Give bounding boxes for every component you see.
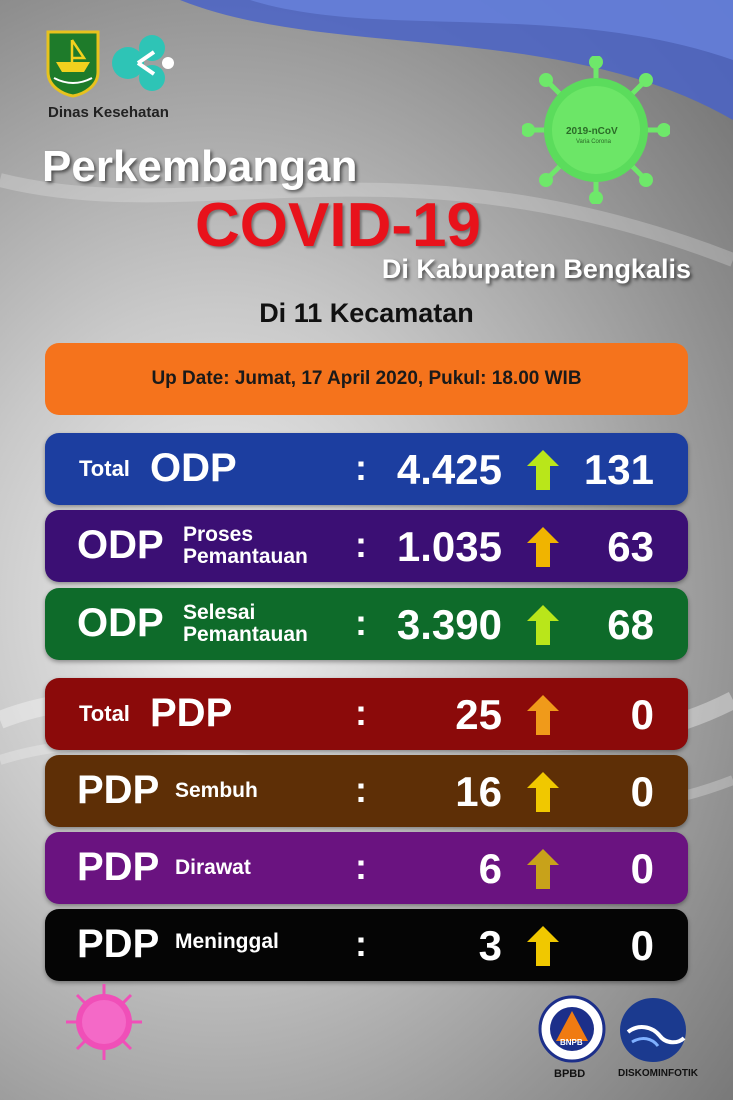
virus-green-sublabel: Varia Corona [576, 139, 611, 145]
row-label: ODP [150, 446, 237, 490]
row-prefix: Total [79, 456, 130, 481]
row-prefix: Total [79, 701, 130, 726]
row-delta: 68 [607, 601, 654, 648]
stat-row-pdp-dirawat: PDP Dirawat : 6 0 [45, 832, 688, 904]
row-label: ODP [77, 523, 164, 567]
row-sub1: Selesai [183, 601, 256, 624]
row-colon: : [355, 524, 367, 565]
row-label: PDP [77, 768, 160, 812]
up-arrow-icon [527, 926, 559, 966]
bnpb-logo-icon [538, 995, 606, 1063]
up-arrow-icon [527, 450, 559, 490]
stat-row-pdp-meninggal: PDP Meninggal : 3 0 [45, 909, 688, 981]
row-value: 16 [455, 768, 502, 815]
up-arrow-icon [527, 527, 559, 567]
row-label: ODP [77, 601, 164, 645]
row-delta: 0 [630, 845, 654, 892]
row-delta: 131 [583, 446, 654, 493]
row-delta: 0 [630, 768, 654, 815]
title-line1: Perkembangan [42, 142, 358, 191]
row-sub2: Pemantauan [183, 623, 308, 646]
row-delta: 63 [607, 523, 654, 570]
row-value: 3.390 [396, 601, 502, 648]
agency-label: Dinas Kesehatan [48, 104, 169, 121]
row-value: 3 [478, 922, 502, 969]
stat-row-total-odp: Total ODP : 4.425 131 [45, 433, 688, 505]
row-sub1: Sembuh [175, 779, 258, 802]
update-text: Up Date: Jumat, 17 April 2020, Pukul: 18… [151, 368, 582, 389]
kominfo-logo-icon [620, 998, 686, 1062]
row-value: 25 [455, 691, 502, 738]
row-colon: : [355, 923, 367, 964]
row-label: PDP [77, 922, 160, 966]
row-colon: : [355, 846, 367, 887]
row-value: 6 [478, 845, 502, 892]
stat-row-odp-proses: ODP Proses Pemantauan : 1.035 63 [45, 510, 688, 582]
subtitle-kecamatan: Di 11 Kecamatan [259, 298, 474, 328]
stat-row-odp-selesai: ODP Selesai Pemantauan : 3.390 68 [45, 588, 688, 660]
virus-green-label: 2019-nCoV [566, 126, 618, 137]
stat-row-total-pdp: Total PDP : 25 0 [45, 678, 688, 750]
stat-row-pdp-sembuh: PDP Sembuh : 16 0 [45, 755, 688, 827]
kominfo-label: DISKOMINFOTIK [618, 1068, 698, 1079]
title-covid: COVID-19 [195, 191, 481, 260]
row-sub1: Meninggal [175, 930, 279, 953]
up-arrow-icon [527, 695, 559, 735]
row-colon: : [355, 447, 367, 488]
row-sub1: Proses [183, 523, 254, 546]
bpbd-label: BPBD [554, 1068, 586, 1080]
row-sub2: Pemantauan [183, 545, 308, 568]
row-sub1: Dirawat [175, 856, 251, 879]
row-value: 4.425 [396, 446, 502, 493]
up-arrow-icon [527, 772, 559, 812]
virus-pink-icon [66, 984, 142, 1060]
up-arrow-icon [527, 849, 559, 889]
virus-green-icon [522, 56, 670, 204]
bnpb-text: BNPB [560, 1038, 583, 1047]
row-value: 1.035 [396, 523, 502, 570]
up-arrow-icon [527, 605, 559, 645]
update-banner: Up Date: Jumat, 17 April 2020, Pukul: 18… [45, 343, 688, 415]
kemenkes-logo-icon [112, 35, 174, 91]
row-label: PDP [77, 845, 160, 889]
riau-crest-icon [46, 30, 100, 98]
row-colon: : [355, 692, 367, 733]
row-delta: 0 [630, 922, 654, 969]
row-label: PDP [150, 691, 233, 735]
row-colon: : [355, 769, 367, 810]
title-kabupaten: Di Kabupaten Bengkalis [381, 254, 691, 284]
row-colon: : [355, 602, 367, 643]
row-delta: 0 [630, 691, 654, 738]
